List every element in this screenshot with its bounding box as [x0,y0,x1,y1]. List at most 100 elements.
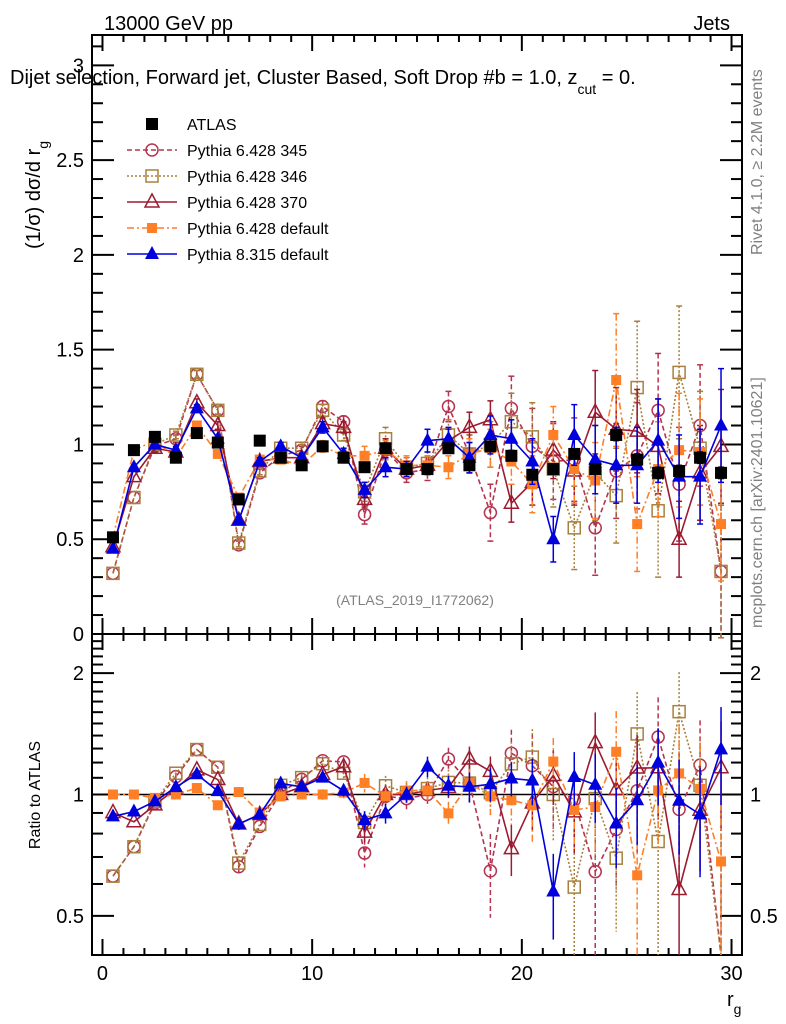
ratio-point-p6def [128,789,139,800]
y-tick-label: 2.5 [56,150,84,172]
ratio-point-p345 [483,864,498,878]
ratio-point-p8def [105,808,120,822]
header-right: Jets [693,13,730,35]
main-y-axis-label: (1/σ) dσ/d rg [23,141,51,249]
legend-marker [143,192,161,208]
data-point-p8def [273,438,288,452]
data-point-p6def [569,464,580,475]
ratio-point-p8def [399,786,414,800]
y-tick-label: 1.5 [56,340,84,362]
data-point-p8def [315,419,330,433]
legend-marker [146,118,158,130]
ratio-point-p8def [210,783,225,797]
mcplots-info: mcplots.cern.ch [arXiv:2401.10621] [749,377,766,628]
y-tick-label: 0.5 [56,529,84,551]
legend-label: Pythia 6.428 345 [187,143,307,160]
data-point-p370 [209,415,227,432]
legend-marker [145,246,159,259]
series-line-p370 [112,401,722,548]
data-point-p8def [231,512,246,526]
ratio-point-p346 [567,880,582,894]
ratio-y-tick-label: 2 [73,663,84,685]
data-point-atlas [631,453,644,466]
ratio-point-p6def [233,787,244,798]
ratio-point-p8def [147,793,162,807]
ratio-point-p6def [317,789,328,800]
ratio-point-p8def [315,769,330,783]
data-point-p346 [106,566,120,581]
data-point-atlas [358,461,371,474]
data-point-p6def [632,519,643,530]
ratio-point-p8def [483,776,498,790]
ratio-point-p8def [189,766,204,780]
ratio-line-p345 [112,734,722,956]
ratio-point-p346 [672,704,686,719]
ratio-point-p8def [231,815,246,829]
ratio-point-p8def [462,778,477,792]
data-point-p8def [609,457,624,471]
ratio-point-p370 [335,757,352,773]
ratio-point-p370 [356,822,373,838]
data-point-atlas [274,451,287,464]
data-point-p8def [693,468,708,482]
ratio-point-p8def [252,806,267,820]
data-point-p8def [189,400,204,414]
data-point-atlas [169,451,182,464]
y-tick-label: 0 [73,624,84,646]
data-point-p8def [483,426,498,440]
ratio-point-p6def [380,791,391,802]
data-point-p370 [356,489,373,506]
data-point-atlas [568,447,581,460]
subtitle-sub: cut [577,81,596,97]
data-point-p345 [588,521,602,535]
data-point-p8def [420,432,435,446]
data-point-p8def [714,417,729,431]
ratio-point-p370 [586,733,604,749]
x-tick-label: 0 [97,963,108,985]
data-point-p346 [169,428,183,442]
ratio-y-axis-label: Ratio to ATLAS [27,741,44,849]
legend-marker [145,169,159,183]
data-point-p8def [357,481,372,495]
data-point-atlas [421,463,434,476]
data-point-p370 [503,493,520,509]
legend-label: Pythia 6.428 370 [187,195,307,212]
ratio-point-p6def [422,785,433,796]
data-point-atlas [589,463,602,476]
ratio-series-p6def [107,711,727,955]
ratio-point-p346 [190,742,204,757]
ratio-point-p346 [232,856,246,870]
legend-item-p370: Pythia 6.428 370 [127,192,307,212]
data-point-atlas [106,531,119,544]
ratio-point-p6def [611,746,622,757]
data-point-p370 [335,417,352,434]
data-point-p8def [147,436,162,450]
ratio-point-p8def [651,754,666,768]
analysis-id: (ATLAS_2019_I1772062) [336,592,494,608]
legend-item-atlas: ATLAS [146,117,237,134]
ratio-line-p370 [112,740,722,890]
ratio-point-p8def [630,792,645,806]
y-label-sub: g [35,141,51,149]
data-point-atlas [673,464,686,477]
ratio-point-p6def [632,870,643,881]
ratio-point-p8def [357,812,372,826]
x-tick-label: 20 [511,963,533,985]
ratio-y-tick-label: 0.5 [56,906,84,928]
data-point-p370 [461,417,478,434]
y-tick-label: 2 [73,245,84,267]
data-point-p345 [357,507,372,522]
ratio-point-p370 [461,749,478,765]
data-point-p6def [359,450,370,461]
legend-label: Pythia 6.428 346 [187,169,307,186]
data-point-atlas [148,430,161,443]
main-series-group [104,305,730,639]
ratio-point-p6def [107,789,118,800]
ratio-point-p370 [125,812,143,828]
legend-label: Pythia 8.315 default [187,247,329,264]
ratio-point-p8def [672,792,687,806]
data-point-p8def [525,453,540,467]
data-point-atlas [295,459,308,472]
data-point-atlas [127,444,140,457]
series-line-p6def [112,379,722,538]
